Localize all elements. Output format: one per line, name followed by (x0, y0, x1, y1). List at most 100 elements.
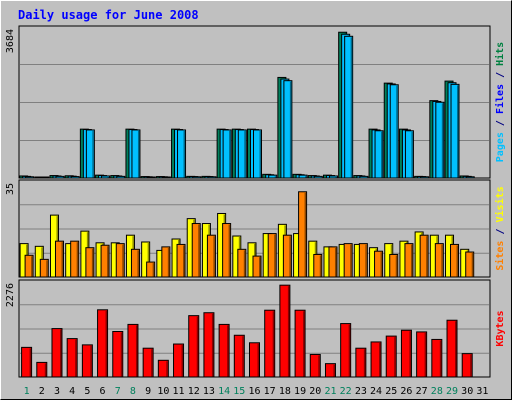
bar-shade (244, 250, 246, 276)
x-tick-label-14: 14 (218, 386, 230, 397)
axis-legend-part: / (495, 66, 506, 84)
bar-shade (137, 250, 139, 276)
bar-shade (396, 255, 398, 276)
bar-pages-day-9 (147, 177, 155, 178)
bar-shade (472, 253, 474, 276)
axis-legend-part: KBytes (495, 310, 506, 346)
bar-shade (60, 330, 62, 377)
x-tick-label-15: 15 (233, 386, 245, 397)
panel-kbytes: 2276 KBytes (5, 280, 506, 377)
bar-shade (394, 337, 396, 376)
bar-shade (290, 82, 292, 178)
bar-shade (166, 361, 168, 376)
bar-shade (275, 176, 277, 177)
x-tick-label-12: 12 (188, 386, 200, 397)
x-tick-label-31: 31 (476, 386, 488, 397)
bar-shade (45, 363, 47, 376)
bar-shade (335, 248, 337, 277)
x-tick-label-26: 26 (400, 386, 412, 397)
x-tick-label-8: 8 (130, 386, 136, 397)
x-tick-label-20: 20 (309, 386, 321, 397)
x-tick-label-6: 6 (100, 386, 106, 397)
bar-shade (455, 321, 457, 376)
x-tick-label-29: 29 (446, 386, 458, 397)
bar-shade (364, 349, 366, 376)
bar-shade (198, 225, 200, 277)
bar-shade (242, 336, 244, 376)
bar-shade (411, 132, 413, 178)
bar-shade (197, 317, 199, 377)
x-tick-label-24: 24 (370, 386, 382, 397)
bar-shade (121, 333, 123, 377)
axis-legend-label: KBytes (495, 310, 506, 346)
bar-shade (350, 245, 352, 277)
x-tick-label-4: 4 (69, 386, 75, 397)
bar-shade (229, 131, 231, 178)
bar-shade (440, 340, 442, 376)
x-tick-label-21: 21 (324, 386, 336, 397)
bar-shade (106, 311, 108, 377)
x-tick-label-22: 22 (340, 386, 352, 397)
x-tick-label-17: 17 (264, 386, 276, 397)
axis-legend-part: / (495, 222, 506, 240)
bar-shade (153, 263, 155, 276)
x-tick-label-19: 19 (294, 386, 306, 397)
bar-shade (184, 131, 186, 178)
bar-shade (426, 236, 428, 276)
bar-shade (305, 176, 307, 177)
bar-shade (30, 348, 32, 376)
max-value-label: 3684 (5, 29, 16, 53)
bar-shade (61, 242, 63, 276)
bar-shade (425, 333, 427, 377)
bar-pages-day-3 (56, 176, 64, 178)
bar-shade (318, 355, 320, 376)
x-tick-label-30: 30 (461, 386, 473, 397)
axis-legend-part: Pages (495, 132, 506, 162)
bar-shade (183, 245, 185, 276)
bar-pages-day-7 (117, 176, 125, 178)
bar-shade (259, 257, 261, 276)
bar-shade (365, 245, 367, 277)
x-tick-label-16: 16 (248, 386, 260, 397)
bar-pages-day-30 (466, 177, 474, 178)
bar-shade (138, 131, 140, 178)
bar-pages-day-27 (421, 177, 429, 178)
axis-legend-part: Hits (494, 42, 506, 66)
bar-shade (77, 242, 79, 276)
axis-legend-label: Sites / Visits (494, 186, 506, 270)
panel-hits-files-pages: 3684 Pages / Files / Hits (5, 26, 506, 178)
bar-shade (303, 311, 305, 376)
bar-shade (92, 131, 94, 178)
x-tick-label-3: 3 (54, 386, 60, 397)
x-tick-label-7: 7 (115, 386, 121, 397)
bar-shade (457, 85, 459, 177)
bar-shade (75, 340, 77, 377)
bar-shade (212, 314, 214, 377)
bar-pages-day-10 (162, 177, 170, 178)
axis-legend-part: Visits (494, 186, 506, 222)
bar-shade (396, 86, 398, 178)
chart-panels: 3684 Pages / Files / Hits 35 Sites / Visits… (5, 26, 506, 377)
bar-shade (92, 249, 94, 277)
axis-legend-part: Files (494, 84, 506, 114)
bar-pages-day-20 (314, 176, 322, 178)
bar-shade (122, 245, 124, 277)
bar-shade (381, 252, 383, 276)
max-value-label: 35 (5, 183, 16, 195)
bar-shade (182, 345, 184, 376)
bar-shade (305, 193, 307, 277)
bar-shade (46, 260, 48, 276)
bar-shade (351, 37, 353, 177)
bar-shade (213, 236, 215, 276)
bar-pages-day-4 (71, 177, 79, 178)
bar-pages-day-13 (208, 177, 216, 178)
bar-shade (335, 177, 337, 178)
x-tick-label-28: 28 (431, 386, 443, 397)
max-value-label: 2276 (5, 283, 16, 307)
axis-legend-part: / (495, 114, 506, 132)
x-tick-label-23: 23 (355, 386, 367, 397)
axis-legend-label: Pages / Files / Hits (494, 42, 506, 162)
bar-shade (31, 256, 32, 276)
bar-shade (107, 246, 109, 276)
